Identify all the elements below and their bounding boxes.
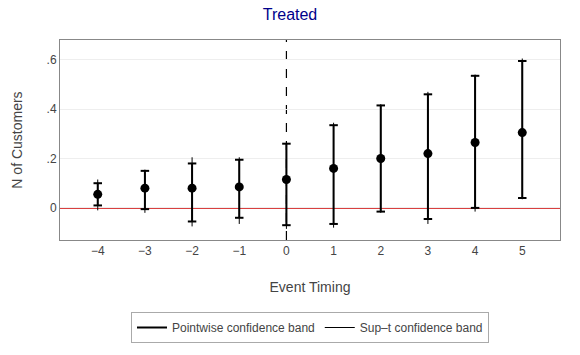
svg-text:0: 0 bbox=[283, 244, 290, 258]
svg-text:N of Customers: N of Customers bbox=[9, 91, 25, 188]
svg-text:−3: −3 bbox=[138, 244, 152, 258]
svg-text:1: 1 bbox=[330, 244, 337, 258]
svg-text:Treated: Treated bbox=[263, 6, 318, 23]
svg-text:Event Timing: Event Timing bbox=[270, 279, 351, 295]
svg-text:4: 4 bbox=[472, 244, 479, 258]
svg-text:Sup–t confidence band: Sup–t confidence band bbox=[360, 321, 483, 335]
svg-text:2: 2 bbox=[377, 244, 384, 258]
svg-text:−4: −4 bbox=[91, 244, 105, 258]
svg-text:.4: .4 bbox=[47, 102, 57, 116]
svg-text:.2: .2 bbox=[47, 152, 57, 166]
svg-text:−2: −2 bbox=[185, 244, 199, 258]
svg-text:.6: .6 bbox=[47, 53, 57, 67]
svg-text:5: 5 bbox=[519, 244, 526, 258]
svg-text:Pointwise confidence band: Pointwise confidence band bbox=[172, 321, 315, 335]
svg-text:0: 0 bbox=[50, 201, 57, 215]
svg-text:−1: −1 bbox=[232, 244, 246, 258]
svg-text:3: 3 bbox=[425, 244, 432, 258]
